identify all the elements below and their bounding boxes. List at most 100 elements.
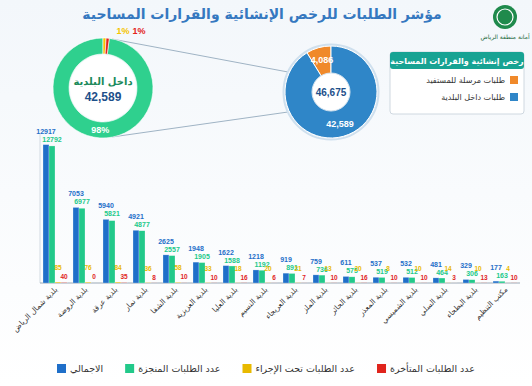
- bar: [205, 282, 211, 283]
- bar: [109, 221, 115, 283]
- data-label: 13: [324, 265, 332, 272]
- bar: [91, 283, 97, 284]
- data-label: 5940: [98, 202, 114, 209]
- bar: [163, 255, 169, 283]
- org-name: أمانة منطقة الرياض: [480, 33, 529, 41]
- bar: [319, 275, 325, 283]
- legend-label: طلبات مرسلة للمستفيد: [426, 76, 505, 85]
- data-label: 76: [84, 264, 92, 271]
- legend-header: [390, 52, 524, 69]
- bar: [391, 282, 397, 283]
- bar: [373, 277, 379, 283]
- bar: [469, 280, 475, 283]
- category-label: مكتب التنظيم: [473, 285, 509, 321]
- bar: [475, 282, 481, 283]
- category-label: بلدية عرقة: [90, 285, 120, 315]
- bar: [379, 277, 385, 283]
- bar: [511, 282, 517, 283]
- bar: [313, 275, 319, 283]
- legend: الاجماليعدد الطلبات المنجزةعدد الطلبات ت…: [57, 362, 475, 375]
- legend-swatch: [510, 76, 518, 84]
- bar: [421, 282, 427, 283]
- data-label: 10: [390, 274, 398, 281]
- data-label: 20: [354, 265, 362, 272]
- bar: [133, 230, 139, 283]
- legend-label: الاجمالي: [70, 363, 103, 374]
- bars: [43, 145, 517, 283]
- data-label: 12917: [36, 128, 56, 135]
- data-label: 5821: [104, 210, 120, 217]
- bar: [193, 262, 199, 283]
- donut: داخل البلدية42,589: [53, 38, 153, 138]
- legend-swatch: [510, 93, 518, 101]
- category-label: بلدية الحائر: [328, 285, 360, 317]
- legend: رخص إنشائية والقرارات المساحية طلبات مرسل…: [390, 52, 524, 114]
- data-label: 481: [430, 261, 442, 268]
- pie-center: [312, 73, 350, 111]
- data-label: 42,589: [326, 119, 354, 129]
- data-label: 919: [280, 256, 292, 263]
- bar: [343, 276, 349, 283]
- data-label: 21: [294, 265, 302, 272]
- data-label: 6977: [74, 198, 90, 205]
- data-label: 611: [340, 259, 351, 266]
- bar: [325, 282, 331, 283]
- bar: [445, 282, 451, 283]
- bar: [451, 282, 457, 283]
- bar: [115, 282, 121, 283]
- title: مؤشر الطلبات للرخص الإنشائية والقرارات ا…: [82, 6, 442, 23]
- bar: [295, 282, 301, 283]
- legend-label: عدد الطلبات تحت الإجراء: [256, 363, 356, 375]
- bar: [223, 266, 229, 283]
- legend-label: طلبات داخل البلدية: [441, 93, 505, 102]
- data-label: 7053: [68, 190, 84, 197]
- pie-slice: [285, 46, 377, 138]
- bar: [493, 281, 499, 283]
- legend-swatch: [243, 364, 252, 373]
- data-label: 1622: [218, 249, 234, 256]
- legend-title: رخص إنشائية والقرارات المساحية: [390, 57, 524, 67]
- pie-rim: [284, 45, 379, 140]
- center-label: 42,589: [85, 90, 122, 104]
- data-label: 2625: [158, 238, 174, 245]
- data-label: 10: [414, 265, 422, 272]
- data-label: 163: [496, 272, 508, 279]
- data-label: 1218: [248, 253, 264, 260]
- category-label: بلدية نمار: [122, 285, 150, 313]
- data-label: 1%: [132, 26, 145, 36]
- data-label: 36: [144, 265, 152, 272]
- data-label: 177: [490, 264, 502, 271]
- bar: [145, 282, 151, 283]
- data-label: 1%: [116, 26, 129, 36]
- data-label: 4921: [128, 213, 144, 220]
- data-label: 35: [120, 273, 128, 280]
- donut-slice: [53, 38, 153, 138]
- bar: [439, 278, 445, 283]
- bar: [181, 282, 187, 283]
- data-label: 1948: [188, 245, 204, 252]
- data-label: 10: [420, 274, 428, 281]
- data-label: 4877: [134, 221, 150, 228]
- data-label: 3: [452, 274, 456, 281]
- bar: [241, 282, 247, 283]
- bar: [355, 282, 361, 283]
- data-label: 532: [400, 260, 412, 267]
- data-label: 18: [234, 265, 242, 272]
- bar: [85, 282, 91, 283]
- data-label: 329: [460, 262, 472, 269]
- bar: [121, 282, 127, 283]
- bar: [79, 208, 85, 283]
- data-label: 10: [474, 265, 482, 272]
- data-label: 6: [272, 274, 276, 281]
- bar: [139, 231, 145, 283]
- bar: [55, 282, 61, 283]
- data-label: 14: [444, 265, 452, 272]
- category-label: بلدية الملز: [299, 285, 329, 315]
- data-label: 16: [360, 274, 368, 281]
- data-label: 10: [330, 274, 338, 281]
- data-label: 10: [180, 273, 188, 280]
- donut-slice: [105, 38, 109, 54]
- category-label: بلدية الشميسي: [379, 285, 419, 325]
- data-label: 12792: [42, 136, 62, 143]
- bar: [283, 273, 289, 283]
